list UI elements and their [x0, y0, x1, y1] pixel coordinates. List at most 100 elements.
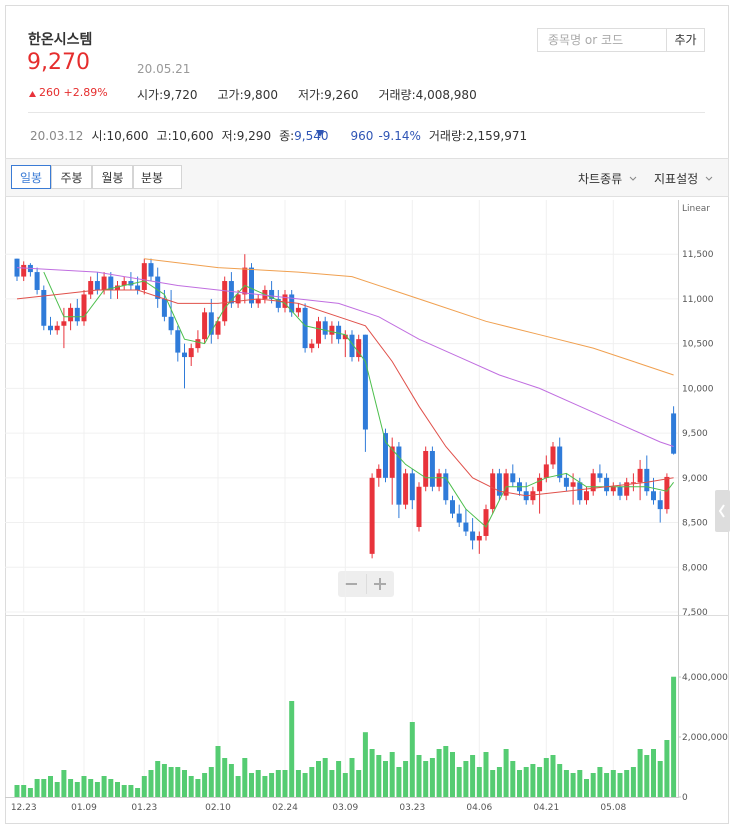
candle-body: [121, 281, 127, 286]
chevron: [629, 176, 637, 181]
volume-bar: [630, 767, 636, 797]
tab[interactable]: 분봉: [133, 165, 182, 189]
volume-bar: [664, 740, 670, 797]
candle-body: [54, 325, 60, 331]
volume-bar: [101, 776, 107, 797]
volume-bar: [483, 752, 489, 797]
candle-body: [389, 446, 395, 478]
frame: [5, 5, 729, 824]
search-input[interactable]: 종목명 or 코드: [537, 28, 667, 52]
volume-bar: [322, 758, 328, 797]
add-button[interactable]: 추가: [667, 28, 705, 52]
volume-bar: [570, 773, 576, 797]
candle-body: [530, 491, 536, 501]
candle-body: [215, 321, 221, 335]
candle-body: [403, 473, 409, 505]
volume-bar: [41, 779, 47, 797]
candle-body: [235, 294, 241, 304]
candle-body: [242, 267, 248, 295]
y-tick-label: 11,500: [682, 250, 714, 260]
tab[interactable]: 주봉: [51, 165, 92, 189]
volume-bar: [27, 788, 33, 797]
volume-bar: [182, 770, 187, 797]
volume-bar: [316, 761, 321, 797]
volume-bar: [148, 770, 154, 797]
tab[interactable]: 일봉: [11, 165, 51, 189]
volume-bar: [383, 761, 388, 797]
candle-body: [208, 312, 214, 335]
volume-bar: [115, 782, 120, 797]
change-value: 260: [39, 86, 60, 99]
date: 20.05.21: [137, 62, 191, 76]
stat-label: 고가:: [217, 88, 244, 102]
candle-body: [630, 482, 636, 484]
candle-body: [483, 509, 489, 536]
candle-body: [68, 307, 74, 322]
change: 260 +2.89%: [39, 86, 108, 99]
candle-body: [456, 513, 462, 523]
candle-body: [490, 473, 496, 510]
volume-bar: [121, 785, 127, 797]
candle-body: [295, 307, 301, 313]
candle-body: [409, 473, 415, 501]
volume-bar: [349, 758, 355, 797]
zoom-in[interactable]: [374, 578, 386, 590]
candle-body: [362, 334, 368, 430]
y-tick-label: 9,000: [682, 474, 708, 484]
candle-body: [429, 450, 435, 487]
menu[interactable]: 차트종류: [578, 172, 623, 186]
y-tick-label: 7,500: [682, 608, 708, 618]
volume-bar: [651, 749, 656, 797]
info-change-pct: -9.14%: [378, 128, 421, 143]
v-tick-label: 0: [682, 793, 688, 803]
candle-body: [101, 276, 107, 290]
y-tick-label: 10,500: [682, 340, 714, 350]
menu[interactable]: 지표설정: [654, 172, 699, 186]
candle-body: [463, 522, 469, 532]
up-triangle: [29, 91, 36, 97]
volume-bar: [282, 770, 288, 797]
volume-bar: [530, 764, 536, 797]
volume-bar: [108, 779, 114, 797]
candle-body: [329, 325, 335, 335]
volume-bar: [135, 788, 141, 797]
volume-bar: [54, 782, 60, 797]
candle-body: [563, 477, 569, 487]
volume-bar: [289, 701, 295, 797]
candle-body: [222, 281, 228, 322]
volume-bar: [309, 767, 315, 797]
volume-bar: [517, 770, 522, 797]
volume-bar: [342, 773, 348, 797]
stat-label: 저가:: [297, 88, 325, 102]
volume-bar: [329, 770, 335, 797]
tab[interactable]: 월봉: [92, 165, 133, 189]
volume-bar: [175, 767, 181, 797]
volume-bar: [537, 767, 543, 797]
candle-body: [476, 535, 482, 541]
candle-body: [496, 473, 502, 496]
candle-body: [269, 289, 275, 299]
volume-bar: [463, 761, 469, 797]
volume-bar: [255, 770, 261, 797]
candle-body: [503, 473, 509, 496]
volume-bar: [429, 758, 435, 797]
candle-body: [423, 450, 429, 487]
volume-bar: [671, 676, 677, 797]
candle-body: [309, 343, 315, 349]
info-value: 10,600: [106, 128, 149, 143]
candle-body: [94, 281, 100, 290]
volume-bar: [644, 755, 650, 797]
info-label: 종:: [279, 129, 295, 143]
info-date: 20.03.12: [30, 128, 84, 143]
candle-body: [657, 500, 663, 510]
volume-bar: [302, 773, 308, 797]
toolbar: [5, 158, 729, 197]
down-triangle: [316, 130, 324, 137]
volume-bar: [88, 779, 94, 797]
candle-body: [21, 264, 27, 277]
volume-bar: [81, 776, 87, 797]
volume-bar: [94, 782, 100, 797]
side-toggle[interactable]: [715, 490, 730, 532]
x-tick-label: 02.10: [205, 803, 231, 813]
candle-body: [135, 285, 141, 290]
